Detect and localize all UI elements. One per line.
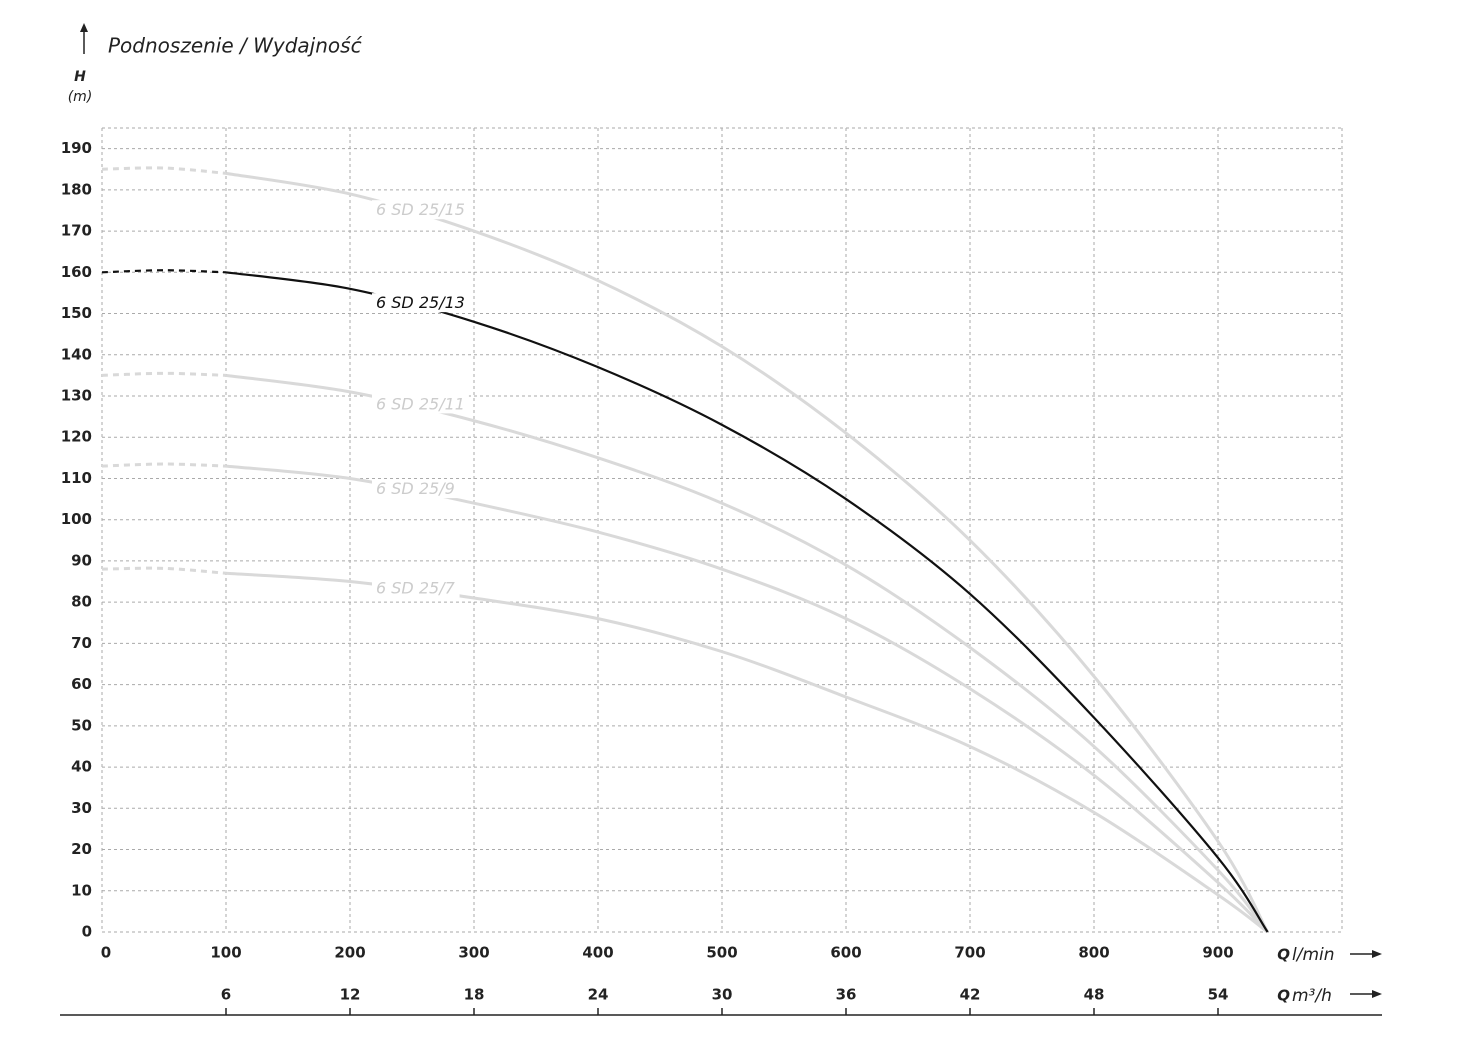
y-tick-label: 150 bbox=[61, 304, 92, 322]
y-tick-label: 20 bbox=[71, 840, 92, 858]
series-label-group: 6 SD 25/13 bbox=[372, 293, 469, 313]
y-tick-label: 80 bbox=[71, 593, 92, 611]
y-axis-symbol: H bbox=[74, 69, 86, 85]
series-label-bg bbox=[372, 578, 460, 598]
series-line-dashed bbox=[101, 371, 227, 377]
x-tick-label: 0 bbox=[101, 944, 111, 962]
series-label-group: 6 SD 25/7 bbox=[372, 578, 460, 598]
series-line-dashed bbox=[101, 566, 227, 575]
y-tick-label: 190 bbox=[61, 139, 92, 157]
x2-tick-label: 24 bbox=[588, 986, 609, 1004]
x-axis-unit: l/min bbox=[1292, 945, 1335, 965]
x-tick-label: 900 bbox=[1202, 944, 1233, 962]
y-tick-label: 90 bbox=[71, 551, 92, 569]
x2-tick-label: 48 bbox=[1084, 986, 1105, 1004]
x2-tick-label: 30 bbox=[712, 986, 733, 1004]
x2-tick-label: 18 bbox=[464, 986, 485, 1004]
x2-tick-label: 54 bbox=[1208, 986, 1229, 1004]
x-tick-label: 500 bbox=[706, 944, 737, 962]
arrows bbox=[60, 23, 1382, 1016]
x2-axis-symbol: Q bbox=[1277, 987, 1290, 1005]
y-axis-unit: (m) bbox=[68, 89, 93, 105]
series-label-group: 6 SD 25/11 bbox=[372, 394, 469, 414]
x2-tick-label: 6 bbox=[221, 986, 231, 1004]
y-tick-label: 40 bbox=[71, 758, 92, 776]
x-axis-symbol: Q bbox=[1277, 946, 1290, 964]
series-line-dashed bbox=[101, 462, 227, 468]
y-tick-label: 140 bbox=[61, 345, 92, 363]
series-label-bg bbox=[372, 200, 469, 220]
series-label: 6 SD 25/11 bbox=[376, 394, 465, 413]
y-tick-label: 130 bbox=[61, 387, 92, 405]
y-tick-label: 70 bbox=[71, 634, 92, 652]
y-tick-label: 120 bbox=[61, 428, 92, 446]
series-label: 6 SD 25/9 bbox=[376, 479, 455, 498]
x-tick-label: 300 bbox=[458, 944, 489, 962]
y-tick-label: 30 bbox=[71, 799, 92, 817]
y-tick-label: 100 bbox=[61, 510, 92, 528]
series-line-dashed bbox=[101, 269, 227, 274]
y-tick-label: 180 bbox=[61, 180, 92, 198]
series-label-bg bbox=[372, 394, 469, 414]
series-label: 6 SD 25/15 bbox=[376, 200, 465, 219]
x-tick-label: 700 bbox=[954, 944, 985, 962]
y-tick-label: 160 bbox=[61, 263, 92, 281]
y-tick-label: 110 bbox=[61, 469, 92, 487]
chart-title: Podnoszenie / Wydajność bbox=[108, 34, 363, 58]
series-label-bg bbox=[372, 479, 459, 499]
x-tick-label: 800 bbox=[1078, 944, 1109, 962]
series-label: 6 SD 25/7 bbox=[376, 578, 456, 597]
x-tick-label: 100 bbox=[210, 944, 241, 962]
series-label-bg bbox=[372, 293, 469, 313]
series-line bbox=[225, 171, 1269, 933]
y-tick-label: 50 bbox=[71, 716, 92, 734]
x-tick-label: 400 bbox=[582, 944, 613, 962]
x2-tick-label: 12 bbox=[340, 986, 361, 1004]
x-tick-label: 600 bbox=[830, 944, 861, 962]
series-line bbox=[225, 373, 1269, 933]
series-line-dashed bbox=[101, 166, 227, 175]
y-tick-label: 170 bbox=[61, 222, 92, 240]
series-label-group: 6 SD 25/9 bbox=[372, 479, 459, 499]
series-line bbox=[225, 571, 1269, 934]
y-tick-label: 60 bbox=[71, 675, 92, 693]
y-tick-label: 10 bbox=[71, 881, 92, 899]
x-tick-label: 200 bbox=[334, 944, 365, 962]
series-label: 6 SD 25/13 bbox=[376, 293, 465, 312]
y-tick-label: 0 bbox=[82, 923, 92, 941]
series-label-group: 6 SD 25/15 bbox=[372, 200, 469, 220]
x2-tick-label: 42 bbox=[960, 986, 981, 1004]
x2-axis-unit: m³/h bbox=[1292, 986, 1332, 1006]
x2-tick-label: 36 bbox=[836, 986, 857, 1004]
